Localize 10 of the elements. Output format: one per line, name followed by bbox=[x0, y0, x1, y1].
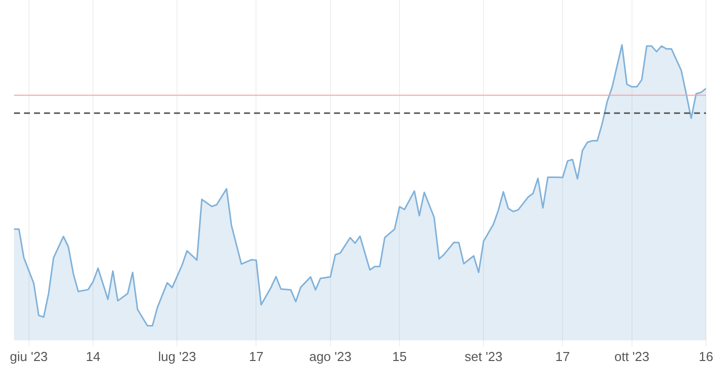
x-tick-label: 16 bbox=[698, 348, 714, 364]
x-tick-label: 17 bbox=[555, 348, 570, 364]
x-tick-label: ago '23 bbox=[309, 348, 352, 364]
x-tick-label: 17 bbox=[248, 348, 264, 364]
x-tick-label: giu '23 bbox=[10, 348, 48, 364]
x-tick-label: 15 bbox=[392, 348, 407, 364]
x-tick-label: set '23 bbox=[464, 348, 503, 364]
x-tick-label: lug '23 bbox=[158, 348, 196, 364]
x-tick-label: 14 bbox=[86, 348, 100, 364]
x-tick-label: ott '23 bbox=[614, 348, 650, 364]
